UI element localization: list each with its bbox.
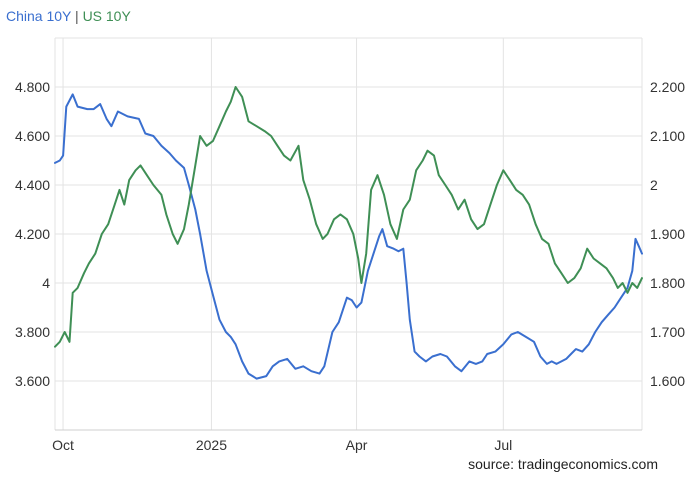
legend-separator: |	[75, 8, 79, 24]
x-tick-label: Apr	[346, 437, 368, 453]
right-tick-label: 1.800	[650, 275, 685, 291]
right-axis: 1.600 1.700 1.800 1.900 2 2.100 2.200	[650, 79, 685, 389]
grid-lines	[54, 37, 643, 431]
legend-china-10y[interactable]: China 10Y	[6, 8, 72, 24]
chart-legend: China 10Y | US 10Y	[6, 8, 131, 24]
right-tick-label: 2.200	[650, 79, 685, 95]
x-tick-label: Oct	[52, 437, 74, 453]
source-credit: source: tradingeconomics.com	[468, 456, 658, 472]
x-tick-label: Jul	[494, 437, 512, 453]
left-tick-label: 3.600	[15, 373, 50, 389]
right-tick-label: 2	[650, 177, 658, 193]
right-tick-label: 1.600	[650, 373, 685, 389]
series-line-china-10y[interactable]	[54, 93, 643, 380]
right-tick-label: 2.100	[650, 128, 685, 144]
left-tick-label: 4.400	[15, 177, 50, 193]
left-tick-label: 3.800	[15, 324, 50, 340]
left-axis: 3.600 3.800 4 4.200 4.400 4.600 4.800	[15, 79, 50, 389]
left-tick-label: 4.200	[15, 226, 50, 242]
right-tick-label: 1.700	[650, 324, 685, 340]
left-tick-label: 4.800	[15, 79, 50, 95]
series-line-us-10y[interactable]	[54, 86, 643, 348]
x-tick-label: 2025	[196, 437, 227, 453]
x-axis: Oct 2025 Apr Jul	[52, 437, 512, 453]
left-tick-label: 4.600	[15, 128, 50, 144]
left-tick-label: 4	[42, 275, 50, 291]
series-layer	[54, 86, 643, 380]
right-tick-label: 1.900	[650, 226, 685, 242]
legend-us-10y[interactable]: US 10Y	[82, 8, 131, 24]
